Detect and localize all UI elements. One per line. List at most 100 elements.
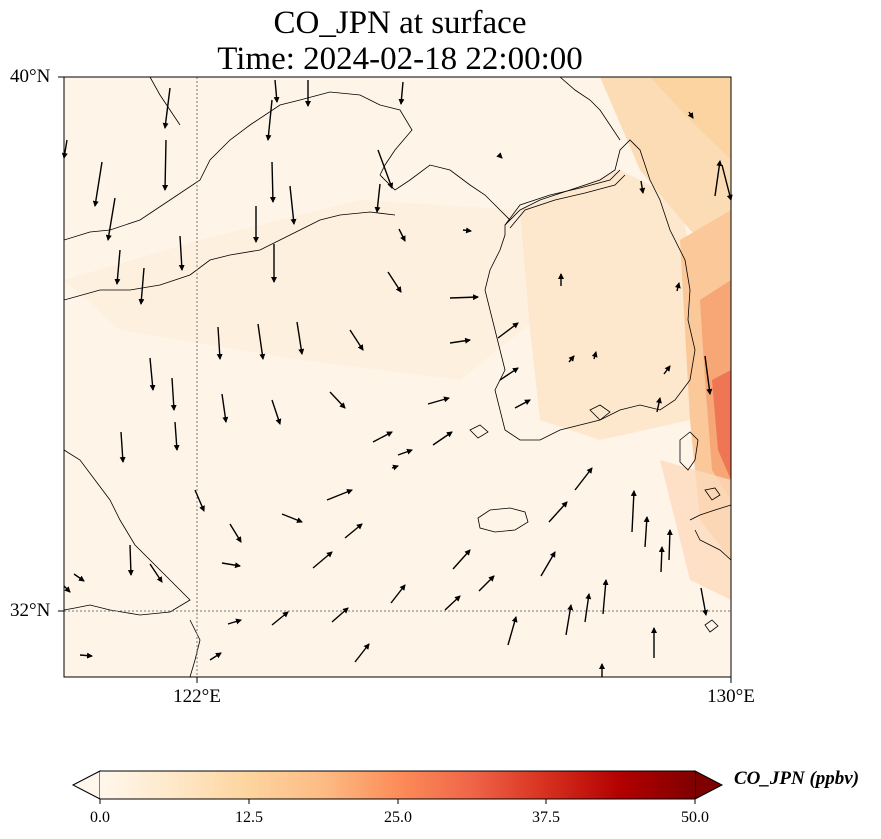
wind-arrow bbox=[257, 323, 266, 360]
wind-arrow bbox=[548, 501, 568, 523]
wind-arrow bbox=[658, 546, 665, 573]
wind-arrow bbox=[398, 228, 406, 242]
wind-arrow bbox=[568, 355, 575, 363]
wind-arrow bbox=[349, 329, 364, 351]
wind-arrow bbox=[462, 227, 472, 234]
colorbar-label: CO_JPN (ppbv) bbox=[734, 768, 860, 789]
colorbar-tick: 25.0 bbox=[384, 809, 412, 826]
wind-arrow bbox=[390, 584, 406, 604]
wind-arrow bbox=[714, 160, 723, 197]
wind-arrow bbox=[92, 161, 103, 207]
wind-arrow bbox=[397, 448, 413, 456]
colorbar-tick: 50.0 bbox=[681, 809, 709, 826]
map-title: CO_JPN at surface bbox=[273, 5, 527, 41]
colorbar bbox=[71, 770, 724, 804]
wind-arrow bbox=[507, 616, 518, 646]
wind-arrow bbox=[574, 467, 593, 491]
gridlines bbox=[64, 77, 731, 677]
wind-arrow bbox=[105, 197, 116, 241]
wind-arrow bbox=[63, 585, 71, 593]
wind-arrow bbox=[674, 282, 681, 292]
wind-arrow bbox=[178, 235, 185, 271]
wind-arrow bbox=[229, 523, 242, 543]
wind-arrow bbox=[584, 593, 592, 623]
wind-arrow bbox=[391, 464, 399, 471]
lon-label-130: 130°E bbox=[707, 686, 755, 707]
lat-label-40: 40°N bbox=[10, 66, 51, 87]
wind-arrow bbox=[656, 397, 662, 413]
wind-arrow bbox=[119, 431, 126, 463]
wind-arrow bbox=[73, 573, 85, 582]
wind-arrow bbox=[666, 529, 673, 561]
wind-arrow bbox=[173, 421, 180, 451]
wind-arrow bbox=[329, 391, 346, 409]
wind-arrow bbox=[591, 351, 598, 360]
wind-arrow bbox=[114, 249, 121, 285]
map-frame bbox=[63, 76, 732, 678]
wind-arrow bbox=[497, 322, 519, 339]
wind-arrow bbox=[162, 87, 171, 129]
axis-ticks bbox=[58, 76, 732, 683]
wind-arrow bbox=[478, 575, 495, 592]
wind-arrow bbox=[496, 152, 503, 159]
wind-arrow bbox=[374, 183, 381, 213]
wind-arrow bbox=[700, 587, 709, 616]
wind-arrow bbox=[216, 326, 223, 360]
wind-arrow bbox=[499, 367, 519, 381]
wind-arrow bbox=[444, 595, 461, 611]
wind-arrow bbox=[149, 357, 156, 391]
colorbar-tick: 12.5 bbox=[235, 809, 263, 826]
wind-arrow bbox=[432, 431, 453, 446]
wind-arrow bbox=[630, 490, 637, 533]
wind-arrow bbox=[138, 267, 145, 305]
wind-arrow bbox=[565, 604, 574, 636]
concentration-field bbox=[64, 77, 731, 677]
wind-arrow bbox=[326, 489, 353, 501]
wind-arrow bbox=[354, 643, 370, 663]
wind-arrow bbox=[221, 393, 229, 423]
wind-arrow bbox=[269, 161, 276, 203]
wind-arrow bbox=[289, 185, 297, 225]
wind-arrow bbox=[221, 562, 241, 569]
wind-arrow bbox=[663, 365, 671, 375]
colorbar-tick: 0.0 bbox=[90, 809, 110, 826]
wind-arrow bbox=[449, 294, 479, 301]
wind-arrow bbox=[377, 149, 394, 189]
wind-arrow bbox=[273, 79, 280, 103]
wind-arrow bbox=[387, 271, 402, 293]
wind-arrow bbox=[331, 607, 349, 623]
wind-arrow bbox=[194, 489, 205, 512]
wind-arrow bbox=[271, 399, 282, 425]
wind-arrow bbox=[296, 321, 305, 355]
wind-arrow bbox=[602, 579, 609, 615]
wind-arrow bbox=[79, 652, 93, 659]
wind-arrow bbox=[312, 551, 333, 569]
wind-arrow bbox=[449, 337, 471, 344]
wind-arrow bbox=[149, 563, 163, 583]
wind-arrow bbox=[398, 81, 405, 105]
wind-arrow bbox=[344, 523, 363, 539]
wind-vectors bbox=[61, 79, 733, 677]
wind-arrow bbox=[643, 516, 650, 548]
wind-arrow bbox=[427, 396, 450, 405]
wind-arrow bbox=[540, 551, 556, 577]
wind-arrow bbox=[227, 618, 242, 625]
colorbar-tick: 37.5 bbox=[532, 809, 560, 826]
wind-arrow bbox=[281, 513, 303, 523]
wind-arrow bbox=[721, 164, 733, 201]
wind-arrow bbox=[209, 652, 222, 661]
wind-arrow bbox=[372, 431, 393, 443]
wind-arrow bbox=[687, 111, 694, 119]
lat-label-32: 32°N bbox=[10, 600, 51, 621]
wind-arrow bbox=[170, 377, 177, 411]
wind-arrow bbox=[127, 544, 134, 576]
wind-arrow bbox=[271, 611, 289, 626]
wind-arrow bbox=[162, 139, 169, 191]
wind-arrow bbox=[514, 399, 531, 409]
coastlines bbox=[64, 77, 731, 677]
wind-arrow bbox=[639, 180, 646, 194]
wind-arrow bbox=[452, 549, 471, 570]
lon-label-122: 122°E bbox=[173, 686, 221, 707]
wind-arrow bbox=[265, 99, 273, 141]
